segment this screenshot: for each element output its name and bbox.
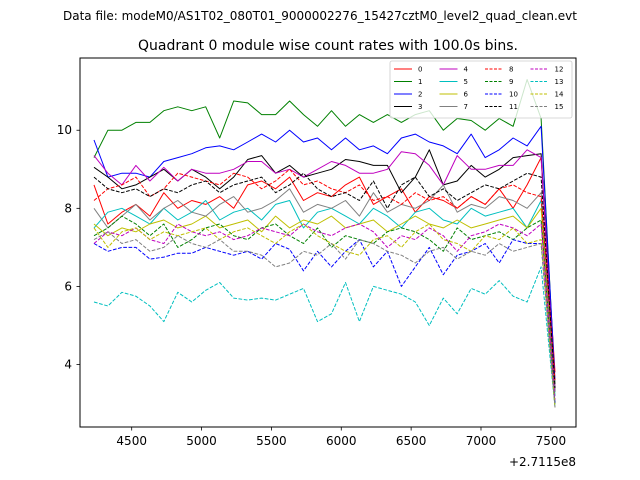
series-line-5 bbox=[93, 200, 556, 396]
series-line-13 bbox=[93, 266, 556, 408]
y-axis-ticks: 4 6 8 10 bbox=[57, 123, 80, 372]
legend-label-0: 0 bbox=[418, 66, 422, 74]
series-line-11 bbox=[93, 172, 556, 389]
legend-label-10: 10 bbox=[509, 91, 518, 99]
series-line-6 bbox=[93, 207, 556, 404]
legend-label-3: 3 bbox=[418, 103, 422, 111]
x-axis-offset-label: +2.7115e8 bbox=[509, 455, 576, 469]
series-line-10 bbox=[93, 239, 556, 404]
x-axis-ticks: 4500 5000 5500 6000 6500 7000 7500 bbox=[116, 427, 566, 448]
y-tick-label: 6 bbox=[64, 279, 72, 293]
figure-suptitle: Data file: modeM0/AS1T02_080T01_90000022… bbox=[63, 9, 577, 23]
series-line-7 bbox=[93, 184, 556, 392]
x-tick-label: 5000 bbox=[186, 434, 217, 448]
plot-frame bbox=[79, 57, 577, 428]
series-line-2 bbox=[93, 125, 556, 381]
series-line-1 bbox=[93, 79, 556, 385]
legend-label-13: 13 bbox=[555, 78, 564, 86]
x-tick-label: 7500 bbox=[536, 434, 567, 448]
x-tick-label: 6000 bbox=[326, 434, 357, 448]
legend-label-9: 9 bbox=[509, 78, 513, 86]
series-line-3 bbox=[93, 149, 556, 392]
legend-label-8: 8 bbox=[509, 66, 513, 74]
series-line-9 bbox=[93, 215, 556, 404]
legend-label-5: 5 bbox=[464, 78, 468, 86]
legend-label-2: 2 bbox=[418, 91, 422, 99]
series-line-14 bbox=[93, 223, 556, 408]
series-line-4 bbox=[93, 149, 556, 389]
series-line-8 bbox=[93, 168, 556, 381]
plot-series-group bbox=[93, 79, 556, 408]
x-tick-label: 5500 bbox=[256, 434, 287, 448]
legend-label-7: 7 bbox=[464, 103, 468, 111]
y-tick-label: 10 bbox=[57, 123, 72, 137]
legend-label-11: 11 bbox=[509, 103, 518, 111]
legend-box bbox=[389, 60, 573, 119]
legend-label-12: 12 bbox=[555, 66, 564, 74]
x-tick-label: 6500 bbox=[396, 434, 427, 448]
legend-label-15: 15 bbox=[555, 103, 564, 111]
series-line-15 bbox=[93, 231, 556, 408]
legend-label-6: 6 bbox=[464, 91, 469, 99]
legend-label-14: 14 bbox=[555, 91, 564, 99]
legend-label-4: 4 bbox=[464, 66, 469, 74]
x-tick-label: 7000 bbox=[466, 434, 497, 448]
series-line-0 bbox=[93, 157, 556, 373]
y-tick-label: 4 bbox=[64, 358, 72, 372]
legend-label-1: 1 bbox=[418, 78, 422, 86]
chart-title: Quadrant 0 module wise count rates with … bbox=[138, 38, 518, 54]
y-tick-label: 8 bbox=[64, 201, 72, 215]
x-tick-label: 4500 bbox=[116, 434, 147, 448]
